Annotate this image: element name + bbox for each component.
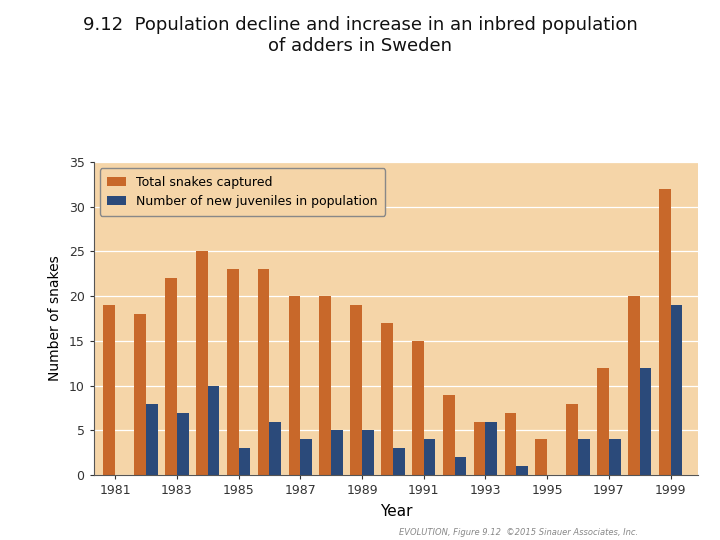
Bar [516,466,528,475]
Legend: Total snakes captured, Number of new juveniles in population: Total snakes captured, Number of new juv… [100,168,385,215]
Bar [567,403,578,475]
Bar [196,252,208,475]
Bar [412,341,424,475]
Bar [289,296,300,475]
Bar [597,368,609,475]
Bar [609,440,621,475]
Bar [331,430,343,475]
Bar [320,296,331,475]
Bar [300,440,312,475]
Bar [177,413,189,475]
Bar [578,440,590,475]
Bar [536,440,547,475]
Bar [238,448,251,475]
Bar [351,305,362,475]
Bar [443,395,454,475]
Bar [505,413,516,475]
Bar [208,386,220,475]
Bar [362,430,374,475]
Bar [146,403,158,475]
Y-axis label: Number of snakes: Number of snakes [48,256,62,381]
Text: EVOLUTION, Figure 9.12  ©2015 Sinauer Associates, Inc.: EVOLUTION, Figure 9.12 ©2015 Sinauer Ass… [399,528,638,537]
Bar [424,440,436,475]
Bar [640,368,652,475]
Bar [393,448,405,475]
Bar [165,278,177,475]
Bar [628,296,640,475]
Bar [659,189,670,475]
Bar [454,457,467,475]
Bar [381,323,393,475]
Text: 9.12  Population decline and increase in an inbred population
of adders in Swede: 9.12 Population decline and increase in … [83,16,637,55]
Bar [485,422,498,475]
Bar [269,422,282,475]
Bar [135,314,146,475]
Bar [104,305,115,475]
Bar [227,269,238,475]
Bar [670,305,683,475]
X-axis label: Year: Year [379,504,413,519]
Bar [258,269,269,475]
Bar [474,422,485,475]
